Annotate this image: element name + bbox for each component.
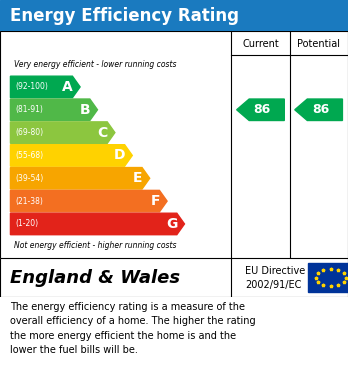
Text: (69-80): (69-80) [16,128,44,137]
Polygon shape [237,99,284,120]
Text: G: G [166,217,177,231]
Polygon shape [10,190,167,212]
Text: 86: 86 [254,103,271,116]
Text: (1-20): (1-20) [16,219,39,228]
Polygon shape [10,99,97,120]
Text: Not energy efficient - higher running costs: Not energy efficient - higher running co… [14,241,176,250]
Bar [308,263,348,292]
Text: C: C [98,126,108,140]
Polygon shape [10,213,184,235]
Text: F: F [151,194,160,208]
Text: Very energy efficient - lower running costs: Very energy efficient - lower running co… [14,60,176,69]
Text: (55-68): (55-68) [16,151,44,160]
Text: (21-38): (21-38) [16,197,44,206]
Text: (81-91): (81-91) [16,105,44,114]
Text: B: B [80,103,90,117]
Polygon shape [10,122,115,143]
Text: E: E [133,171,143,185]
Polygon shape [295,99,342,120]
Text: Potential: Potential [297,39,340,49]
Polygon shape [10,167,150,189]
Text: England & Wales: England & Wales [10,269,181,287]
Text: A: A [62,80,73,94]
Text: EU Directive: EU Directive [245,265,306,276]
Text: 2002/91/EC: 2002/91/EC [245,280,302,290]
Text: Current: Current [242,39,279,49]
Text: The energy efficiency rating is a measure of the
overall efficiency of a home. T: The energy efficiency rating is a measur… [10,302,256,355]
Text: (39-54): (39-54) [16,174,44,183]
Text: (92-100): (92-100) [16,83,48,91]
Text: D: D [114,149,125,162]
Polygon shape [10,145,132,166]
Text: 86: 86 [312,103,329,116]
Polygon shape [10,76,80,98]
Text: Energy Efficiency Rating: Energy Efficiency Rating [10,7,239,25]
